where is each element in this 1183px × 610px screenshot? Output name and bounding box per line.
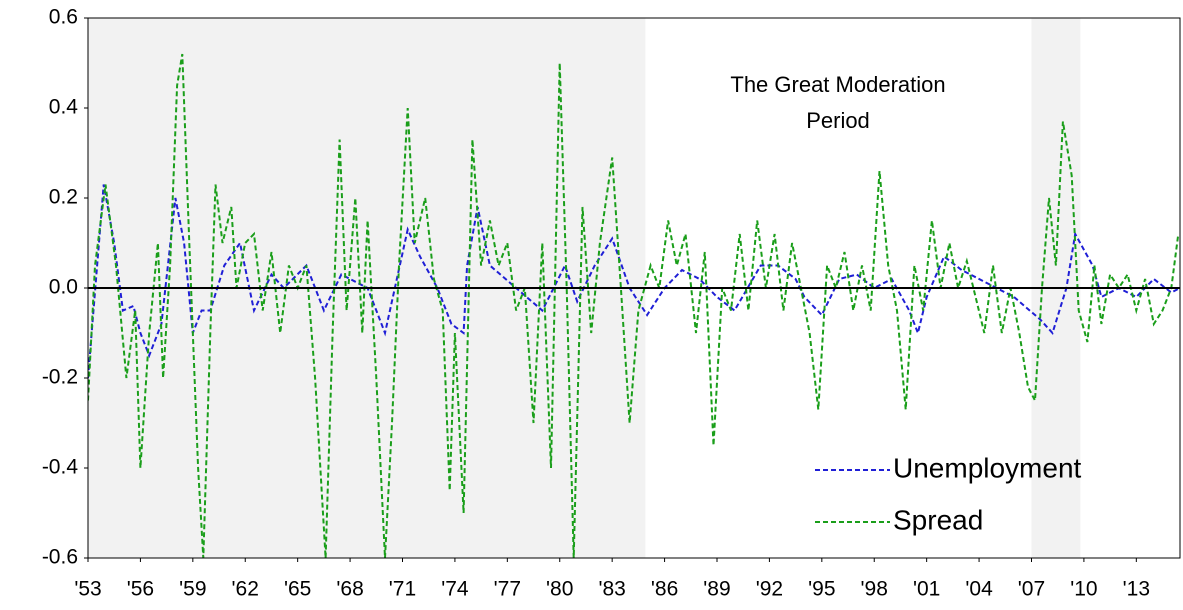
x-tick-label: '68: [336, 578, 363, 601]
x-tick-label: '95: [808, 578, 835, 601]
y-tick-label: 0.6: [49, 6, 78, 29]
y-tick-label: -0.6: [42, 546, 78, 569]
x-tick-label: '83: [598, 578, 625, 601]
series-line: [88, 184, 1180, 379]
x-tick-label: '59: [179, 578, 206, 601]
x-tick-label: '53: [74, 578, 101, 601]
x-tick-label: '74: [441, 578, 469, 601]
y-tick-label: 0.4: [49, 96, 79, 119]
x-tick-label: '07: [1018, 578, 1045, 601]
x-tick-label: '10: [1070, 578, 1097, 601]
x-tick-label: '92: [756, 578, 783, 601]
legend-label: Spread: [893, 504, 983, 535]
x-tick-label: '01: [913, 578, 940, 601]
annotation: Period: [806, 108, 870, 133]
x-tick-label: '62: [232, 578, 259, 601]
x-tick-label: '77: [494, 578, 521, 601]
annotation: The Great Moderation: [730, 72, 945, 97]
x-tick-label: '98: [861, 578, 888, 601]
x-tick-label: '71: [389, 578, 416, 601]
x-tick-label: '86: [651, 578, 678, 601]
series-line: [88, 53, 1180, 558]
legend-label: Unemployment: [893, 452, 1082, 483]
y-tick-label: 0.2: [49, 186, 78, 209]
y-tick-label: 0.0: [49, 276, 78, 299]
x-tick-label: '13: [1123, 578, 1150, 601]
x-tick-label: '89: [703, 578, 730, 601]
line-layer: [88, 53, 1180, 558]
y-tick-label: -0.4: [42, 456, 79, 479]
x-tick-label: '04: [965, 578, 993, 601]
y-tick-label: -0.2: [42, 366, 78, 389]
x-tick-label: '80: [546, 578, 573, 601]
x-tick-label: '56: [127, 578, 154, 601]
x-tick-label: '65: [284, 578, 311, 601]
